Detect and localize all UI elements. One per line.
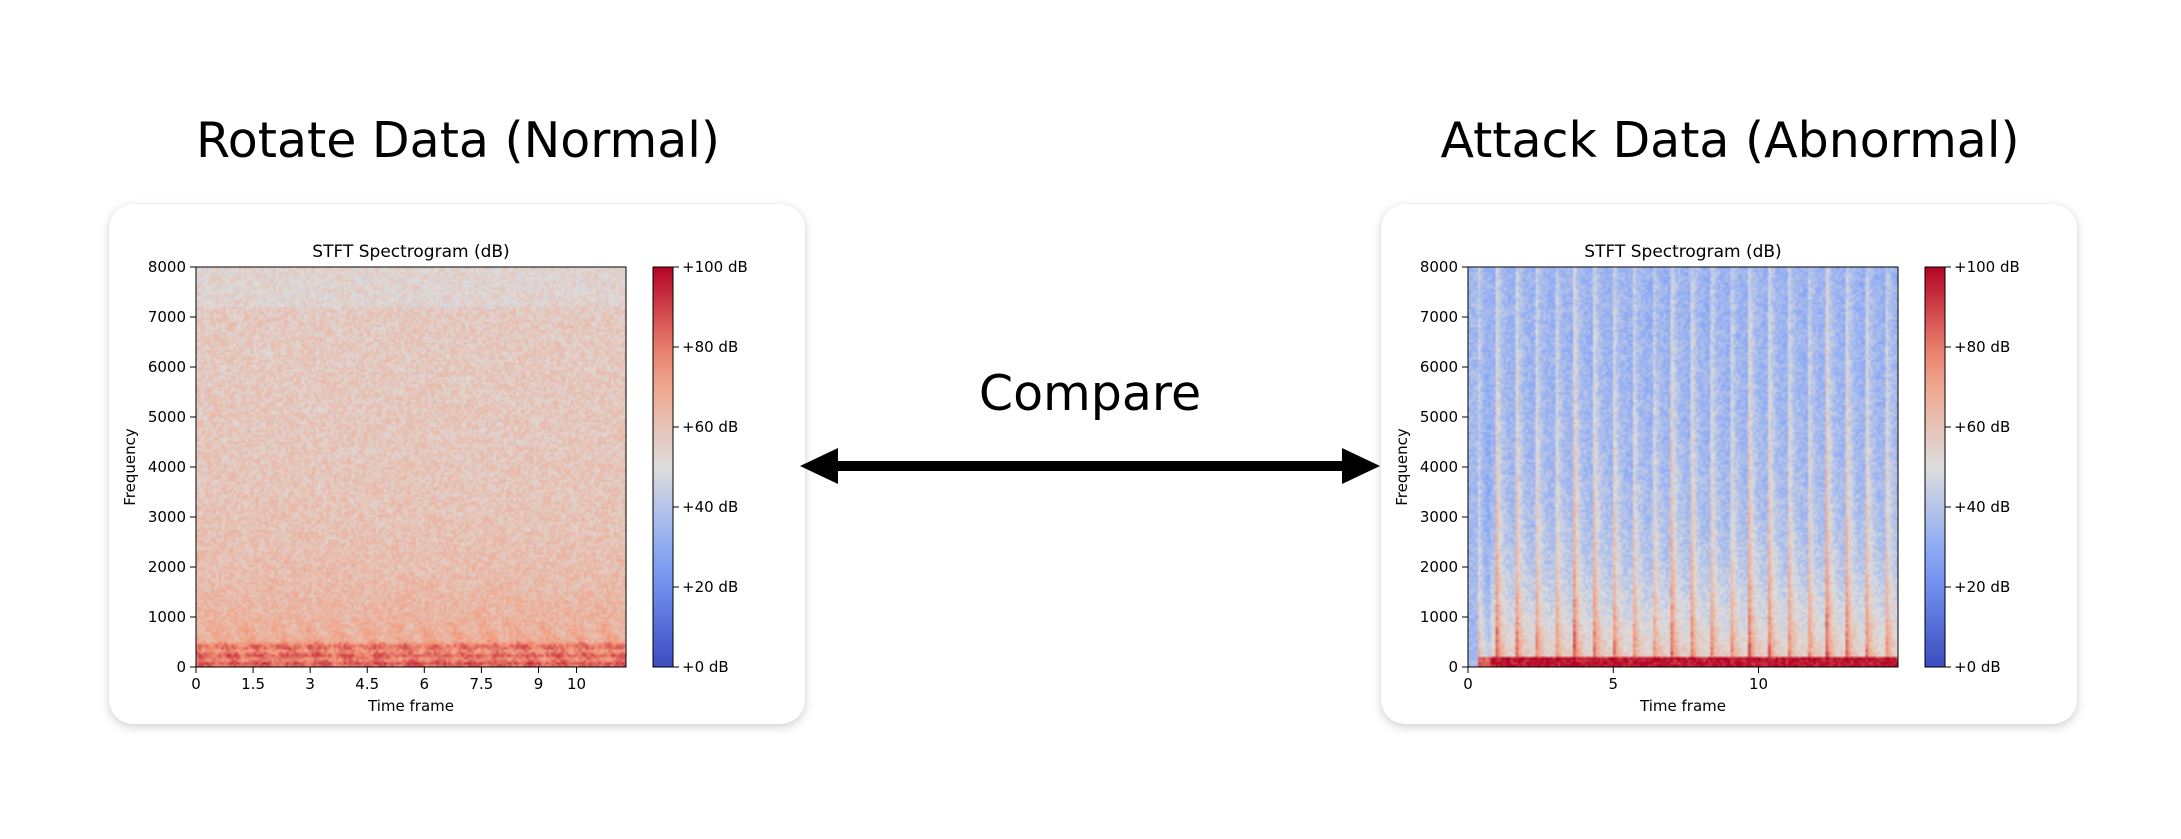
x-axis-label: Time frame <box>1639 697 1726 715</box>
y-tick-label: 4000 <box>148 458 186 476</box>
x-tick-label: 9 <box>534 675 544 693</box>
x-tick-label: 1.5 <box>241 675 265 693</box>
y-tick-label: 2000 <box>148 558 186 576</box>
x-tick-label: 5 <box>1608 675 1618 693</box>
y-tick-label: 3000 <box>148 508 186 526</box>
y-tick-label: 6000 <box>1420 358 1458 376</box>
colorbar <box>652 266 674 668</box>
colorbar-tick-label: +80 dB <box>1954 338 2010 356</box>
normal-spectrogram-chart: STFT Spectrogram (dB) 0 1.5 3 4.5 6 7.5 9 10 0 100… <box>121 242 748 715</box>
y-tick-label: 4000 <box>1420 458 1458 476</box>
x-tick-label: 0 <box>1463 675 1473 693</box>
colorbar-tick-label: +40 dB <box>1954 498 2010 516</box>
colorbar <box>1924 266 1946 668</box>
y-axis-label: Frequency <box>121 428 139 506</box>
y-tick-label: 0 <box>1448 658 1458 676</box>
spectrogram-heatmap <box>1468 267 1898 667</box>
y-tick-label: 2000 <box>1420 558 1458 576</box>
colorbar-tick-label: +0 dB <box>1954 658 2001 676</box>
x-tick-label: 6 <box>420 675 430 693</box>
y-tick-label: 1000 <box>1420 608 1458 626</box>
x-tick-label: 0 <box>191 675 201 693</box>
chart-title: STFT Spectrogram (dB) <box>312 242 509 262</box>
compare-label: Compare <box>978 365 1202 422</box>
y-tick-label: 1000 <box>148 608 186 626</box>
y-tick-label: 7000 <box>1420 308 1458 326</box>
y-axis-label: Frequency <box>1393 428 1411 506</box>
colorbar-tick-label: +100 dB <box>682 258 748 276</box>
x-axis-label: Time frame <box>367 697 454 715</box>
chart-title: STFT Spectrogram (dB) <box>1584 242 1781 262</box>
y-tick-label: 8000 <box>148 258 186 276</box>
x-tick-label: 3 <box>305 675 315 693</box>
y-tick-label: 5000 <box>148 408 186 426</box>
attack-spectrogram-card: STFT Spectrogram (dB) 0 5 10 0 1000 2000 3000 40… <box>1381 204 2077 724</box>
colorbar-tick-label: +0 dB <box>682 658 729 676</box>
left-panel-title: Rotate Data (Normal) <box>195 112 721 169</box>
y-tick-label: 3000 <box>1420 508 1458 526</box>
colorbar-tick-label: +20 dB <box>682 578 738 596</box>
right-panel-title: Attack Data (Abnormal) <box>1440 112 2020 169</box>
compare-double-arrow-icon <box>800 448 1380 484</box>
attack-spectrogram-chart: STFT Spectrogram (dB) 0 5 10 0 1000 2000 3000 40… <box>1393 242 2020 715</box>
colorbar-tick-label: +80 dB <box>682 338 738 356</box>
x-tick-label: 10 <box>567 675 586 693</box>
colorbar-tick-label: +60 dB <box>682 418 738 436</box>
x-tick-label: 4.5 <box>355 675 379 693</box>
y-tick-label: 8000 <box>1420 258 1458 276</box>
x-tick-label: 7.5 <box>469 675 493 693</box>
y-tick-label: 6000 <box>148 358 186 376</box>
y-tick-label: 0 <box>176 658 186 676</box>
spectrogram-heatmap <box>196 267 626 667</box>
colorbar-tick-label: +20 dB <box>1954 578 2010 596</box>
y-tick-label: 5000 <box>1420 408 1458 426</box>
x-tick-label: 10 <box>1749 675 1768 693</box>
colorbar-tick-label: +40 dB <box>682 498 738 516</box>
colorbar-tick-label: +100 dB <box>1954 258 2020 276</box>
colorbar-tick-label: +60 dB <box>1954 418 2010 436</box>
normal-spectrogram-card: STFT Spectrogram (dB) 0 1.5 3 4.5 6 7.5 9 10 0 100… <box>109 204 805 724</box>
y-tick-label: 7000 <box>148 308 186 326</box>
